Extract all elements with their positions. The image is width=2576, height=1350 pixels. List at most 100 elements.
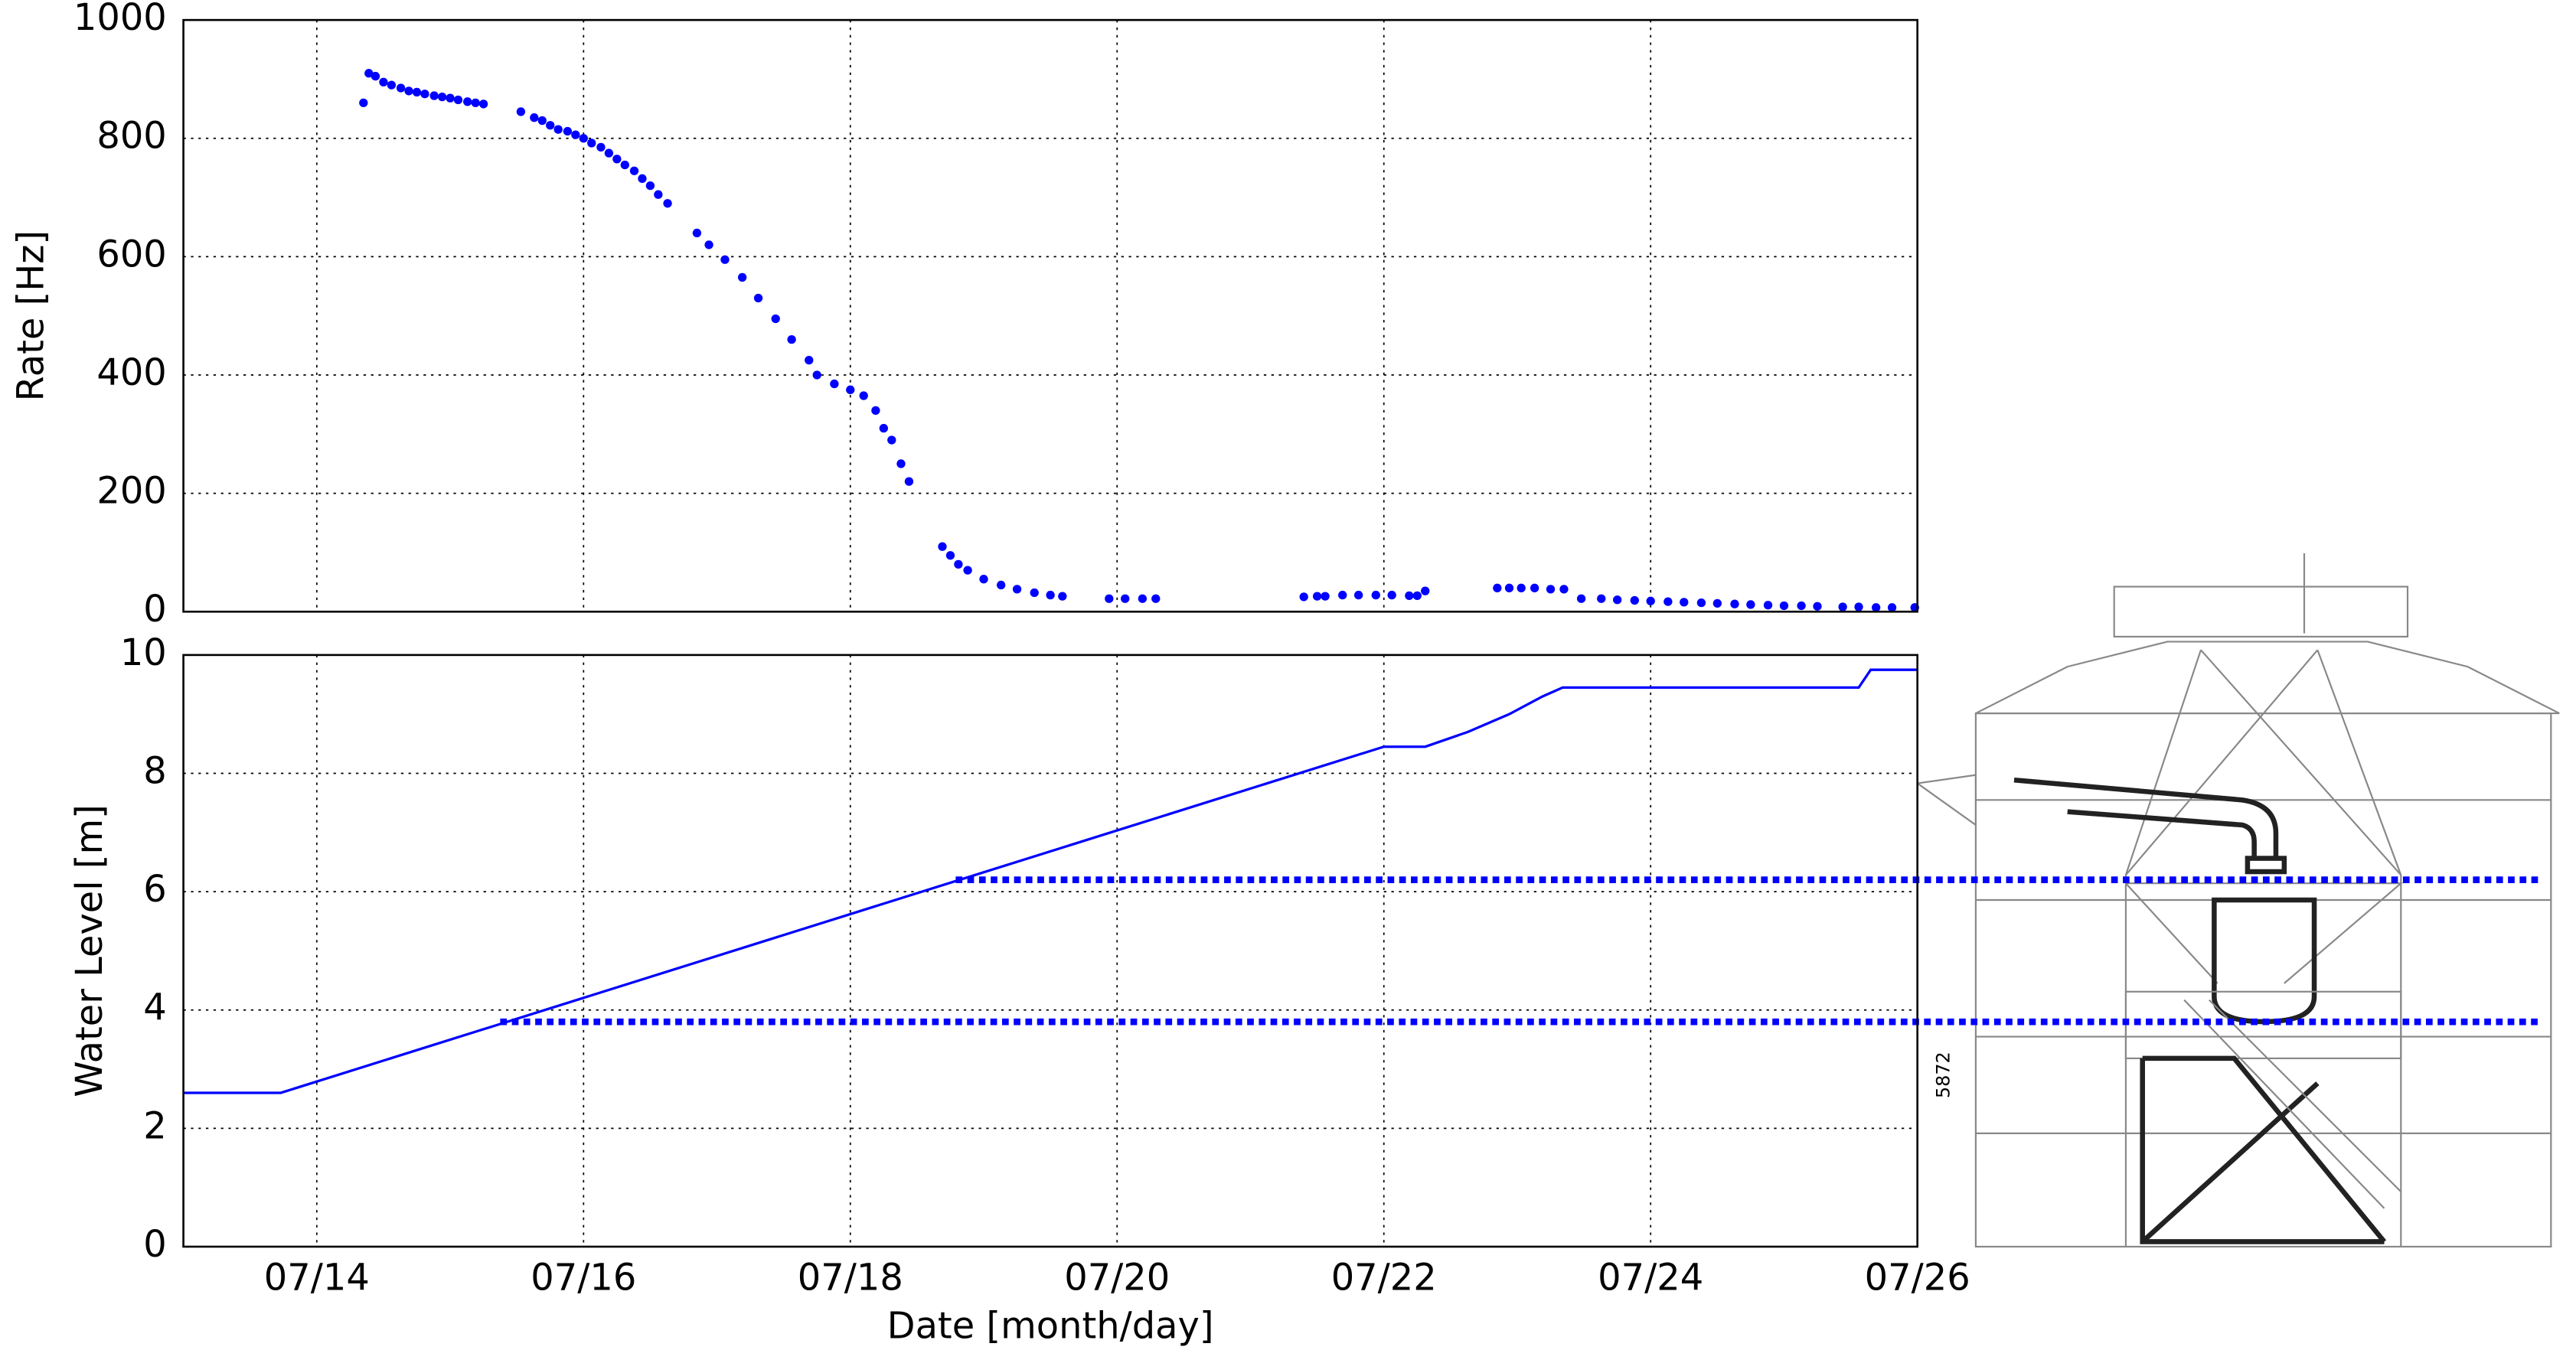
data-point	[879, 423, 888, 433]
data-point	[364, 69, 374, 78]
data-point	[530, 113, 539, 122]
data-point	[516, 107, 526, 116]
data-point	[478, 99, 488, 109]
plot-frame	[182, 18, 1918, 613]
data-point	[546, 121, 555, 130]
data-point	[1105, 594, 1114, 603]
data-point	[604, 148, 614, 158]
data-point	[404, 86, 413, 96]
y-tick-label: 4	[143, 987, 166, 1029]
y-tick-label: 0	[143, 589, 166, 631]
data-point	[846, 385, 855, 394]
y-tick-label: 400	[96, 352, 166, 394]
data-point	[1312, 592, 1322, 601]
data-point	[945, 551, 955, 560]
x-axis-label: Date [month/day]	[887, 1306, 1214, 1348]
data-point	[387, 80, 397, 90]
data-point	[371, 71, 380, 81]
data-point	[1696, 598, 1706, 608]
y-axis-label: Rate [Hz]	[11, 230, 53, 402]
data-point	[629, 166, 639, 175]
data-point	[1299, 592, 1308, 602]
data-point	[1493, 583, 1502, 592]
data-point	[412, 87, 422, 97]
data-point	[1559, 585, 1569, 594]
data-point	[1046, 590, 1055, 600]
y-tick-label: 200	[96, 471, 166, 513]
data-point	[463, 97, 472, 106]
data-point	[1546, 585, 1556, 594]
y-tick-label: 8	[143, 750, 166, 792]
data-point	[1371, 590, 1380, 600]
plot-frame	[182, 654, 1918, 1248]
data-point	[1813, 602, 1822, 611]
data-point	[429, 91, 439, 100]
data-point	[737, 272, 747, 282]
data-point	[1530, 583, 1539, 592]
data-point	[645, 181, 655, 191]
data-point	[1779, 601, 1789, 611]
data-point	[396, 83, 406, 93]
x-tick-label: 07/20	[1064, 1257, 1170, 1299]
data-point	[654, 190, 663, 199]
data-point	[359, 98, 368, 108]
data-point	[620, 160, 629, 170]
data-point	[1504, 583, 1514, 592]
data-point	[704, 240, 713, 249]
drawing-label: 5872	[1933, 1052, 1954, 1098]
data-point	[1353, 590, 1363, 600]
data-point	[537, 116, 547, 126]
data-point	[1712, 598, 1722, 608]
detector-drawing: 5872	[1915, 553, 2560, 1248]
data-point	[1012, 585, 1022, 594]
data-point	[1030, 588, 1039, 598]
data-point	[638, 174, 647, 183]
data-point	[692, 228, 702, 238]
data-point	[1663, 597, 1673, 606]
data-point	[420, 90, 429, 99]
data-point	[954, 559, 963, 569]
data-point	[1680, 598, 1689, 607]
data-point	[1746, 600, 1755, 609]
data-point	[1730, 599, 1739, 608]
y-tick-label: 800	[96, 116, 166, 158]
data-point	[1387, 590, 1396, 600]
data-point	[1872, 603, 1881, 612]
data-point	[1797, 601, 1806, 611]
data-point	[471, 98, 480, 108]
x-tick-label: 07/26	[1865, 1257, 1970, 1299]
data-point	[938, 542, 947, 551]
data-point	[771, 314, 780, 324]
data-point	[805, 356, 814, 365]
data-point	[997, 580, 1006, 590]
data-point	[720, 255, 730, 264]
data-point	[1517, 583, 1526, 592]
x-tick-label: 07/22	[1331, 1257, 1437, 1299]
data-point	[963, 566, 972, 575]
data-point	[1630, 595, 1639, 605]
data-point	[887, 435, 896, 445]
x-tick-label: 07/16	[531, 1257, 636, 1299]
data-point	[612, 155, 622, 164]
data-point	[1405, 591, 1414, 601]
x-tick-label: 07/24	[1598, 1257, 1703, 1299]
data-point	[1838, 602, 1847, 611]
data-point	[1121, 594, 1130, 603]
data-point	[379, 77, 388, 86]
data-point	[571, 130, 580, 139]
data-point	[596, 142, 606, 152]
data-point	[1576, 594, 1586, 603]
data-point	[859, 391, 868, 400]
data-point	[1338, 590, 1347, 600]
y-tick-label: 1000	[73, 0, 167, 39]
data-point	[1612, 595, 1622, 605]
data-point	[787, 334, 796, 344]
data-point	[1151, 594, 1161, 603]
data-point	[830, 379, 839, 389]
data-point	[587, 139, 596, 148]
x-tick-label: 07/18	[798, 1257, 903, 1299]
data-point	[437, 92, 447, 102]
data-point	[1138, 594, 1148, 603]
